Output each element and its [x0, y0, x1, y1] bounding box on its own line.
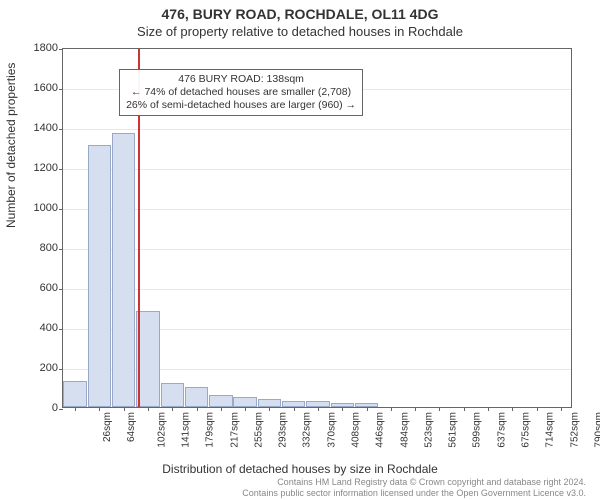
- ytick-label: 400: [22, 322, 58, 334]
- xtick-label: 561sqm: [448, 412, 459, 448]
- xtick-mark: [318, 407, 319, 411]
- xtick-mark: [197, 407, 198, 411]
- xtick-mark: [512, 407, 513, 411]
- xtick-mark: [537, 407, 538, 411]
- annotation-box: 476 BURY ROAD: 138sqm← 74% of detached h…: [119, 69, 363, 116]
- ytick-mark: [59, 289, 63, 290]
- ytick-label: 1400: [22, 122, 58, 134]
- xtick-label: 637sqm: [496, 412, 507, 448]
- ytick-label: 800: [22, 242, 58, 254]
- ytick-label: 600: [22, 282, 58, 294]
- ytick-label: 1200: [22, 162, 58, 174]
- xtick-label: 752sqm: [569, 412, 580, 448]
- footer-line2: Contains public sector information licen…: [242, 488, 586, 498]
- xtick-mark: [367, 407, 368, 411]
- xtick-mark: [294, 407, 295, 411]
- bar: [88, 145, 111, 407]
- xtick-label: 370sqm: [326, 412, 337, 448]
- xtick-label: 714sqm: [545, 412, 556, 448]
- annotation-line: ← 74% of detached houses are smaller (2,…: [126, 86, 356, 99]
- xtick-mark: [75, 407, 76, 411]
- xtick-label: 102sqm: [156, 412, 167, 448]
- ytick-mark: [59, 129, 63, 130]
- xtick-label: 523sqm: [423, 412, 434, 448]
- bar: [185, 387, 208, 407]
- annotation-line: 26% of semi-detached houses are larger (…: [126, 99, 356, 112]
- xtick-mark: [561, 407, 562, 411]
- xtick-label: 26sqm: [102, 412, 113, 442]
- xtick-label: 599sqm: [472, 412, 483, 448]
- xtick-label: 255sqm: [253, 412, 264, 448]
- xtick-label: 179sqm: [205, 412, 216, 448]
- footer-attribution: Contains HM Land Registry data © Crown c…: [242, 477, 586, 498]
- bar: [112, 133, 135, 407]
- xtick-label: 446sqm: [375, 412, 386, 448]
- xtick-label: 141sqm: [181, 412, 192, 448]
- chart-container: 476, BURY ROAD, ROCHDALE, OL11 4DG Size …: [0, 0, 600, 500]
- ytick-mark: [59, 89, 63, 90]
- xtick-mark: [342, 407, 343, 411]
- plot-area: 476 BURY ROAD: 138sqm← 74% of detached h…: [62, 48, 572, 408]
- xtick-mark: [439, 407, 440, 411]
- ytick-label: 1000: [22, 202, 58, 214]
- xtick-label: 484sqm: [399, 412, 410, 448]
- bar: [161, 383, 184, 407]
- xtick-mark: [172, 407, 173, 411]
- xtick-mark: [148, 407, 149, 411]
- xtick-mark: [124, 407, 125, 411]
- footer-line1: Contains HM Land Registry data © Crown c…: [242, 477, 586, 487]
- xtick-mark: [488, 407, 489, 411]
- ytick-mark: [59, 329, 63, 330]
- xtick-label: 408sqm: [351, 412, 362, 448]
- xtick-mark: [99, 407, 100, 411]
- ytick-label: 0: [22, 402, 58, 414]
- ytick-mark: [59, 209, 63, 210]
- ytick-label: 1800: [22, 42, 58, 54]
- xtick-label: 64sqm: [126, 412, 137, 442]
- xtick-label: 675sqm: [521, 412, 532, 448]
- ytick-label: 200: [22, 362, 58, 374]
- xtick-mark: [269, 407, 270, 411]
- bar: [258, 399, 281, 407]
- bar: [63, 381, 86, 407]
- xtick-mark: [221, 407, 222, 411]
- y-axis-label: Number of detached properties: [4, 63, 18, 228]
- xtick-mark: [464, 407, 465, 411]
- xtick-label: 293sqm: [278, 412, 289, 448]
- chart-title: 476, BURY ROAD, ROCHDALE, OL11 4DG: [0, 0, 600, 22]
- annotation-line: 476 BURY ROAD: 138sqm: [126, 73, 356, 86]
- chart-subtitle: Size of property relative to detached ho…: [0, 22, 600, 39]
- ytick-mark: [59, 409, 63, 410]
- ytick-mark: [59, 169, 63, 170]
- xtick-mark: [415, 407, 416, 411]
- x-axis-label: Distribution of detached houses by size …: [0, 462, 600, 476]
- xtick-label: 332sqm: [302, 412, 313, 448]
- bar: [233, 397, 256, 407]
- xtick-mark: [245, 407, 246, 411]
- xtick-label: 790sqm: [593, 412, 600, 448]
- ytick-mark: [59, 49, 63, 50]
- xtick-label: 217sqm: [229, 412, 240, 448]
- xtick-mark: [391, 407, 392, 411]
- ytick-mark: [59, 249, 63, 250]
- ytick-label: 1600: [22, 82, 58, 94]
- ytick-mark: [59, 369, 63, 370]
- bar: [209, 395, 232, 407]
